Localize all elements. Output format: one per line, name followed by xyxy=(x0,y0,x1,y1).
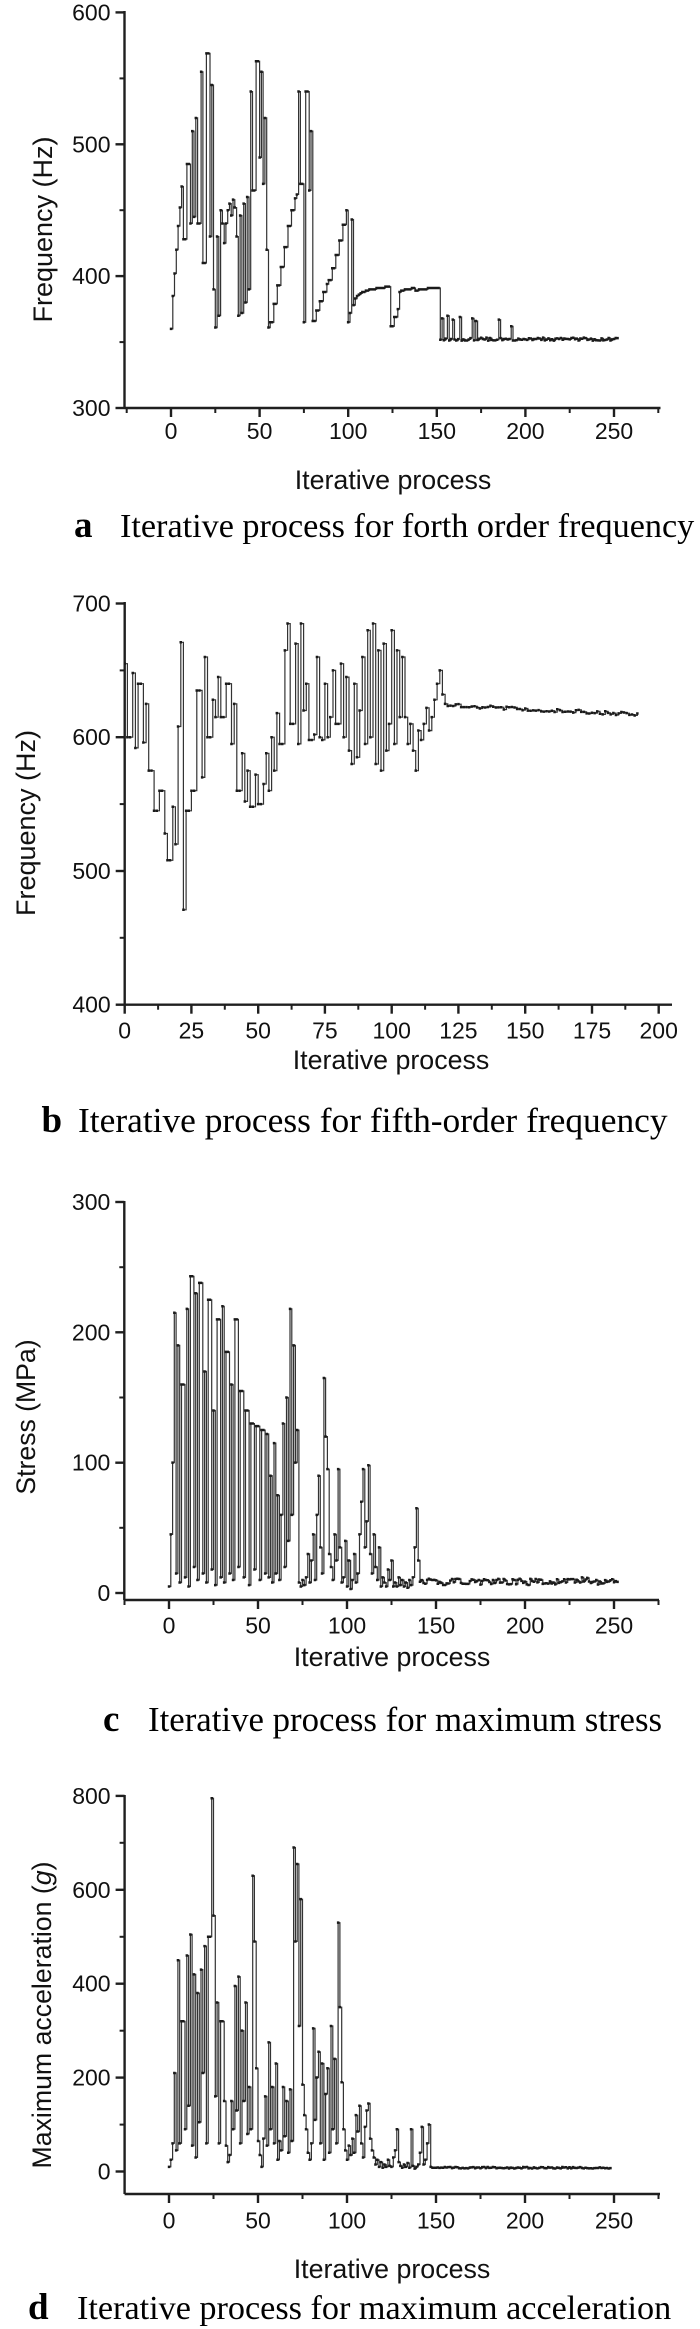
svg-text:600: 600 xyxy=(72,724,110,750)
svg-text:200: 200 xyxy=(640,1018,678,1044)
svg-text:400: 400 xyxy=(72,1971,110,1997)
svg-text:Frequency (Hz): Frequency (Hz) xyxy=(11,730,41,916)
svg-text:75: 75 xyxy=(312,1018,338,1044)
svg-text:200: 200 xyxy=(72,2065,110,2091)
svg-text:Iterative process: Iterative process xyxy=(295,465,492,495)
svg-text:600: 600 xyxy=(72,0,110,25)
svg-text:150: 150 xyxy=(418,418,456,444)
svg-text:200: 200 xyxy=(506,1613,544,1639)
svg-text:Stress (MPa): Stress (MPa) xyxy=(11,1339,41,1494)
svg-text:500: 500 xyxy=(72,131,110,157)
svg-text:0: 0 xyxy=(98,2159,111,2185)
svg-text:150: 150 xyxy=(417,1613,455,1639)
svg-text:50: 50 xyxy=(245,1613,271,1639)
svg-text:Iterative process: Iterative process xyxy=(293,1045,490,1075)
svg-text:25: 25 xyxy=(179,1018,205,1044)
svg-text:175: 175 xyxy=(573,1018,611,1044)
svg-text:125: 125 xyxy=(439,1018,477,1044)
svg-text:Iterative process: Iterative process xyxy=(294,1642,491,1672)
svg-text:100: 100 xyxy=(72,1450,110,1476)
svg-text:800: 800 xyxy=(72,1783,110,1809)
svg-text:50: 50 xyxy=(247,418,273,444)
svg-text:Frequency (Hz): Frequency (Hz) xyxy=(28,136,58,322)
svg-text:250: 250 xyxy=(595,1613,633,1639)
svg-text:Maximum acceleration (g): Maximum acceleration (g) xyxy=(27,1861,57,2168)
svg-text:300: 300 xyxy=(72,1189,110,1215)
svg-text:250: 250 xyxy=(595,2208,633,2234)
svg-text:50: 50 xyxy=(245,1018,271,1044)
svg-text:0: 0 xyxy=(165,418,178,444)
svg-text:200: 200 xyxy=(72,1319,110,1345)
svg-text:300: 300 xyxy=(72,395,110,421)
svg-text:100: 100 xyxy=(329,418,367,444)
svg-text:50: 50 xyxy=(245,2208,271,2234)
svg-text:250: 250 xyxy=(595,418,633,444)
svg-text:Iterative process: Iterative process xyxy=(294,2254,491,2284)
svg-text:0: 0 xyxy=(98,1580,111,1606)
svg-text:700: 700 xyxy=(72,591,110,617)
svg-text:0: 0 xyxy=(163,1613,176,1639)
svg-text:500: 500 xyxy=(72,858,110,884)
svg-text:200: 200 xyxy=(506,2208,544,2234)
svg-text:100: 100 xyxy=(328,2208,366,2234)
svg-text:100: 100 xyxy=(328,1613,366,1639)
svg-text:200: 200 xyxy=(506,418,544,444)
svg-text:100: 100 xyxy=(373,1018,411,1044)
svg-text:400: 400 xyxy=(72,992,110,1018)
svg-text:400: 400 xyxy=(72,263,110,289)
svg-text:150: 150 xyxy=(417,2208,455,2234)
svg-text:0: 0 xyxy=(118,1018,131,1044)
svg-text:150: 150 xyxy=(506,1018,544,1044)
svg-text:600: 600 xyxy=(72,1877,110,1903)
svg-text:0: 0 xyxy=(163,2208,176,2234)
